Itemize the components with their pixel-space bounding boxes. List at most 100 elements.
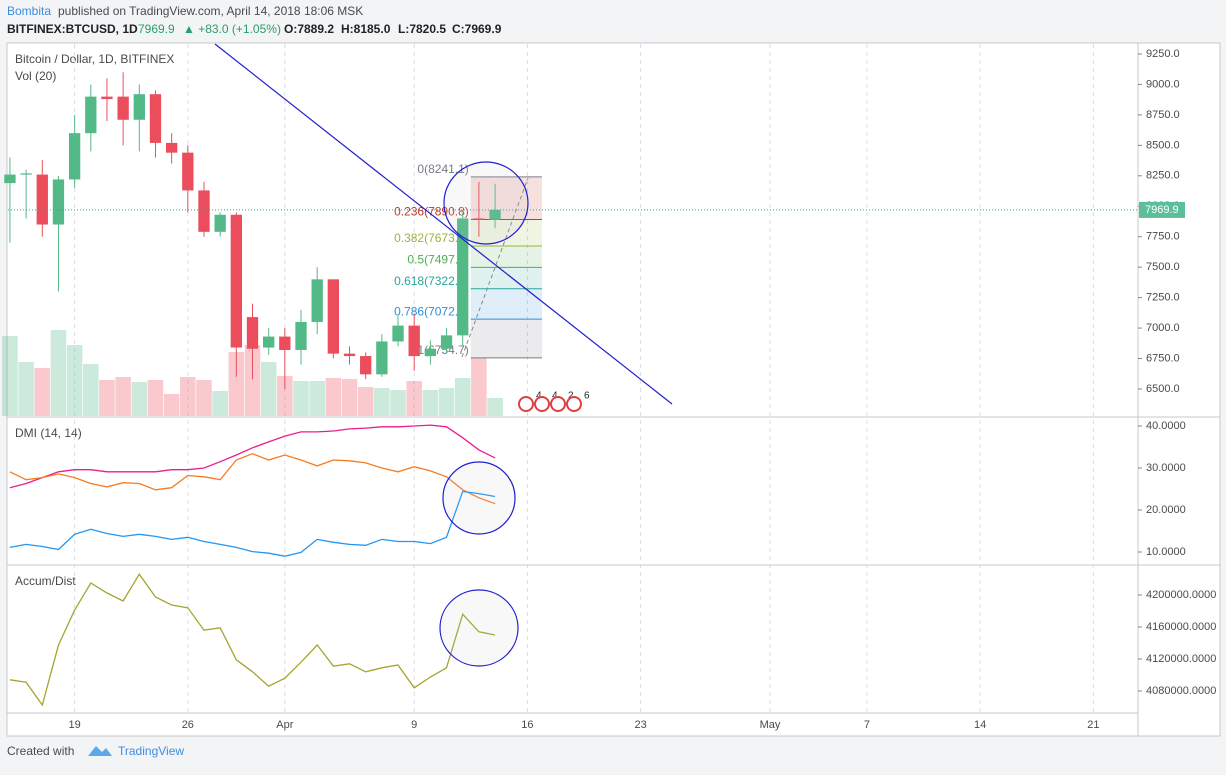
annotation-circle	[443, 161, 529, 245]
candle-body	[101, 96, 113, 100]
series-line	[9, 424, 496, 489]
volume-bar	[196, 380, 212, 416]
fib-label: 0.236(7890.8)	[394, 205, 469, 219]
volume-title: Vol (20)	[15, 69, 56, 83]
x-tick-label: 16	[521, 719, 533, 731]
event-icon	[518, 396, 534, 412]
volume-bar	[357, 387, 374, 416]
y-tick-label: 6500.0	[1146, 383, 1180, 395]
volume-bar	[66, 345, 83, 416]
price: 7969.9	[138, 22, 175, 36]
trend-line	[214, 43, 673, 405]
y-tick-label: 7750.0	[1146, 231, 1180, 243]
volume-bar	[260, 362, 277, 416]
volume-bar	[471, 358, 487, 416]
pane-title: DMI (14, 14)	[15, 426, 82, 440]
candle-body	[133, 94, 145, 120]
event-count: 4	[536, 391, 542, 402]
y-tick-label: 7000.0	[1146, 322, 1180, 334]
last-price-label: 7969.9	[1145, 204, 1179, 216]
volume-bar	[406, 381, 422, 416]
candle-body	[489, 209, 501, 220]
volume-bar	[422, 390, 439, 416]
candle-body	[230, 214, 242, 348]
fib-band	[470, 288, 542, 320]
brand-logo	[88, 746, 112, 756]
fib-label: 0.618(7322.5)	[394, 274, 469, 288]
volume-bar	[131, 382, 148, 416]
volume-bar	[163, 394, 180, 416]
y-tick-label: 4080000.0000	[1146, 685, 1216, 697]
candle-body	[457, 218, 469, 336]
annotation-circle	[442, 461, 516, 535]
plot-area	[6, 42, 1139, 737]
y-tick-label: 10.0000	[1146, 546, 1186, 558]
open: O:7889.2	[284, 22, 334, 36]
volume-bar	[309, 381, 325, 416]
candle-body	[20, 173, 32, 175]
pane-title: Accum/Dist	[15, 574, 76, 588]
fib-label: 0.786(7072.8)	[394, 304, 469, 318]
y-tick-label: 40.0000	[1146, 420, 1186, 432]
y-tick-label: 9250.0	[1146, 48, 1180, 60]
high: H:8185.0	[341, 22, 391, 36]
x-tick-label: 19	[68, 719, 80, 731]
close: C:7969.9	[452, 22, 502, 36]
volume-bar	[438, 388, 455, 416]
candle-body	[182, 152, 194, 191]
last-price-box	[1139, 201, 1185, 218]
fib-band	[470, 267, 542, 289]
footer-brand[interactable]: TradingView	[118, 744, 184, 758]
volume-bar	[244, 345, 261, 416]
y-tick-label: 4120000.0000	[1146, 653, 1216, 665]
fib-label: 0(8241.1)	[417, 162, 468, 176]
x-tick-label: 23	[634, 719, 646, 731]
candle-body	[392, 325, 404, 342]
event-icon	[566, 396, 582, 412]
volume-bar	[325, 378, 342, 416]
y-tick-label: 8250.0	[1146, 170, 1180, 182]
candle-body	[165, 142, 178, 153]
fib-band	[470, 219, 542, 247]
volume-bar	[147, 380, 164, 416]
candle-body	[4, 174, 16, 184]
x-tick-label: 21	[1087, 719, 1099, 731]
y-tick-label: 7250.0	[1146, 292, 1180, 304]
volume-bar	[293, 381, 309, 416]
low: L:7820.5	[398, 22, 446, 36]
candle-body	[360, 356, 372, 375]
symbol: BITFINEX:BTCUSD, 1D	[7, 22, 138, 36]
candle-body	[52, 179, 65, 225]
candle-body	[68, 133, 81, 180]
fib-band	[470, 319, 542, 358]
y-tick-label: 8500.0	[1146, 139, 1180, 151]
event-icon	[550, 396, 566, 412]
volume-bar	[180, 377, 196, 416]
volume-bar	[115, 377, 131, 416]
event-count: 2	[568, 391, 574, 402]
y-tick-label: 4160000.0000	[1146, 621, 1216, 633]
annotation-circle	[439, 589, 519, 667]
footer-created: Created with	[7, 744, 74, 758]
volume-bar	[390, 390, 406, 416]
volume-bar	[18, 362, 34, 416]
x-tick-label: 26	[182, 719, 194, 731]
volume-bar	[50, 330, 67, 416]
candle-body	[246, 317, 259, 349]
y-tick-label: 9000.0	[1146, 78, 1180, 90]
author[interactable]: Bombita	[7, 4, 51, 18]
fib-label: 0.5(7497.9)	[407, 253, 468, 267]
fib-band	[470, 176, 542, 220]
candle-body	[198, 190, 210, 232]
candle-body	[343, 353, 356, 357]
candle-body	[36, 174, 48, 225]
y-tick-label: 7500.0	[1146, 261, 1180, 273]
y-tick-label: 8750.0	[1146, 109, 1180, 121]
event-count: 6	[584, 391, 590, 402]
volume-bar	[212, 391, 228, 416]
x-tick-label: 14	[974, 719, 986, 731]
candle-body	[408, 325, 420, 357]
volume-bar	[454, 378, 471, 416]
